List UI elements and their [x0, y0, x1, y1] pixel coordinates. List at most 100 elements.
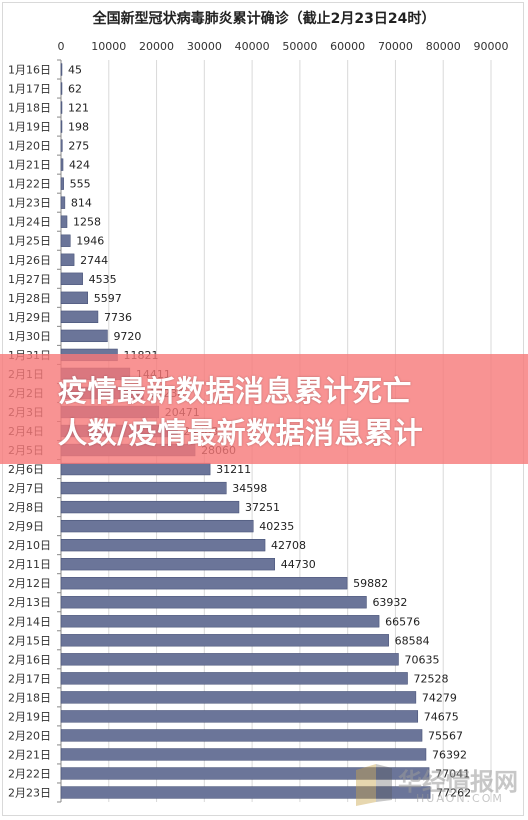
value-label: 198 [68, 121, 89, 134]
x-tick-label: 50000 [282, 40, 317, 53]
x-tick-label: 20000 [139, 40, 174, 53]
category-label: 2月8日 [8, 501, 44, 514]
category-label: 2月19日 [8, 710, 51, 723]
value-label: 9720 [113, 330, 141, 343]
bar [60, 691, 417, 704]
value-label: 2744 [80, 254, 108, 267]
x-tick-label: 90000 [474, 40, 509, 53]
bar [60, 539, 266, 552]
category-label: 2月10日 [8, 539, 51, 552]
value-label: 555 [70, 178, 91, 191]
value-label: 121 [68, 102, 89, 115]
category-label: 2月14日 [8, 615, 51, 628]
value-label: 75567 [428, 729, 463, 742]
bar [60, 253, 75, 266]
value-label: 77041 [435, 767, 470, 780]
bar [60, 596, 367, 609]
category-label: 1月21日 [8, 159, 51, 172]
category-label: 2月20日 [8, 729, 51, 742]
bar [60, 101, 63, 114]
watermark-domain: HUAON.COM [416, 792, 504, 805]
value-label: 66576 [385, 615, 420, 628]
category-label: 2月9日 [8, 520, 44, 533]
value-label: 68584 [395, 634, 430, 647]
chart-title: 全国新型冠状病毒肺炎累计确诊（截止2月23日24时） [92, 11, 436, 27]
value-label: 45 [68, 64, 82, 77]
x-tick-label: 30000 [187, 40, 222, 53]
bar [60, 481, 227, 495]
category-label: 2月17日 [8, 672, 51, 685]
banner-headline-line-2: 人数/疫情最新数据消息累计 [58, 416, 424, 450]
value-label: 1946 [76, 235, 104, 248]
bar [60, 767, 430, 780]
category-label: 1月18日 [8, 102, 51, 115]
bar [60, 558, 275, 571]
category-label: 1月25日 [8, 235, 51, 248]
overlay-banner: 疫情最新数据消息累计死亡 人数/疫情最新数据消息累计 [0, 354, 528, 464]
banner-headline-line-1: 疫情最新数据消息累计死亡 [58, 374, 413, 408]
value-label: 7736 [104, 311, 132, 324]
value-label: 814 [71, 197, 92, 210]
bar [60, 615, 380, 628]
bar [60, 786, 431, 799]
x-tick-label: 40000 [235, 40, 270, 53]
watermark-logo-icon [356, 764, 392, 806]
bar [60, 272, 83, 285]
category-label: 2月6日 [8, 463, 44, 476]
category-label: 2月18日 [8, 691, 51, 704]
value-label: 424 [69, 159, 90, 172]
value-label: 42708 [271, 539, 306, 552]
bar [60, 291, 88, 304]
value-label: 76392 [432, 748, 467, 761]
value-label: 44730 [281, 558, 316, 571]
bar [60, 139, 63, 152]
axes: 0 10000 20000 30000 40000 50000 60000 70000 8000… [57, 40, 509, 803]
category-label: 2月15日 [8, 634, 51, 647]
category-label: 2月16日 [8, 653, 51, 666]
bar [60, 82, 63, 95]
x-tick-label: 60000 [330, 40, 365, 53]
value-label: 31211 [216, 463, 251, 476]
category-label: 2月11日 [8, 558, 51, 571]
bar [60, 196, 66, 209]
value-label: 62 [68, 83, 82, 96]
category-label: 1月20日 [8, 140, 51, 153]
category-label: 1月16日 [8, 64, 51, 77]
bars [60, 63, 431, 799]
category-label: 1月23日 [8, 197, 51, 210]
value-label: 37251 [245, 501, 280, 514]
bar [60, 500, 240, 514]
category-label: 1月27日 [8, 273, 51, 286]
bar [60, 729, 423, 742]
value-label: 74279 [422, 691, 457, 704]
bar [60, 462, 211, 476]
category-label: 1月29日 [8, 311, 51, 324]
bar [60, 672, 408, 685]
value-label: 74675 [424, 710, 459, 723]
bar [60, 577, 348, 590]
category-label: 2月22日 [8, 767, 51, 780]
category-label: 1月24日 [8, 216, 51, 229]
value-label: 4535 [89, 273, 117, 286]
value-label: 34598 [232, 482, 267, 495]
category-label: 1月22日 [8, 178, 51, 191]
bar [60, 634, 389, 647]
bar [60, 748, 427, 761]
x-tick-label: 0 [58, 40, 65, 53]
bar [60, 710, 419, 723]
bar [60, 63, 63, 76]
category-label: 1月26日 [8, 254, 51, 267]
site-watermark: 华经情报网 HUAON.COM [350, 760, 520, 812]
value-label: 77262 [436, 786, 471, 799]
watermark-site-name: 华经情报网 [398, 768, 518, 796]
x-tick-label: 80000 [426, 40, 461, 53]
category-label: 2月12日 [8, 577, 51, 590]
bar [60, 158, 64, 171]
bar [60, 215, 68, 228]
category-label: 1月17日 [8, 83, 51, 96]
category-label: 2月23日 [8, 786, 51, 799]
category-label: 2月7日 [8, 482, 44, 495]
value-label: 63932 [372, 596, 407, 609]
bar [60, 177, 64, 190]
value-label: 59882 [353, 577, 388, 590]
